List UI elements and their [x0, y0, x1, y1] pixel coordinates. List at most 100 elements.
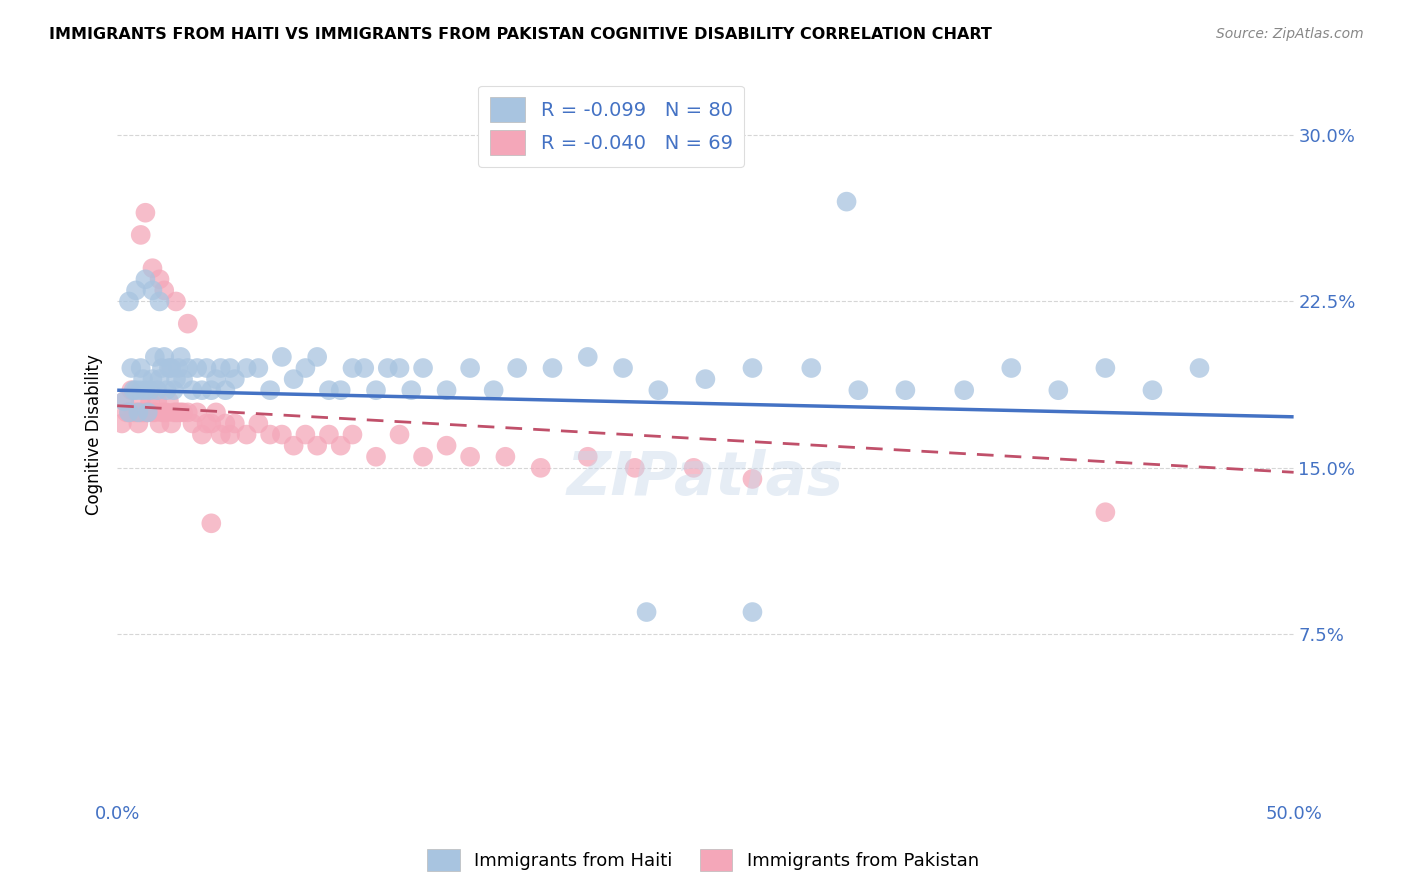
Point [541, 361, 564, 376]
Point [1094, 505, 1116, 519]
Point [200, 417, 222, 431]
Point [894, 383, 917, 397]
Point [153, 405, 176, 419]
Point [157, 361, 180, 376]
Point [224, 417, 246, 431]
Point [127, 417, 149, 431]
Point [181, 383, 204, 397]
Point [132, 372, 155, 386]
Point [235, 427, 257, 442]
Point [624, 460, 647, 475]
Point [247, 417, 270, 431]
Point [146, 383, 169, 397]
Point [283, 439, 305, 453]
Point [163, 405, 186, 419]
Point [695, 372, 717, 386]
Point [388, 427, 411, 442]
Text: IMMIGRANTS FROM HAITI VS IMMIGRANTS FROM PAKISTAN COGNITIVE DISABILITY CORRELATI: IMMIGRANTS FROM HAITI VS IMMIGRANTS FROM… [49, 27, 993, 42]
Point [125, 405, 148, 419]
Point [148, 272, 170, 286]
Point [181, 417, 204, 431]
Point [294, 361, 316, 376]
Point [118, 405, 141, 419]
Point [146, 394, 169, 409]
Point [353, 361, 375, 376]
Point [482, 383, 505, 397]
Point [412, 450, 434, 464]
Point [388, 361, 411, 376]
Point [846, 383, 869, 397]
Point [143, 405, 166, 419]
Point [129, 405, 152, 419]
Point [576, 450, 599, 464]
Text: ZIPatlas: ZIPatlas [567, 449, 844, 508]
Point [165, 372, 187, 386]
Point [129, 383, 152, 397]
Point [224, 372, 246, 386]
Point [122, 383, 145, 397]
Point [153, 284, 176, 298]
Point [125, 383, 148, 397]
Point [118, 294, 141, 309]
Point [364, 450, 387, 464]
Point [494, 450, 516, 464]
Point [141, 261, 163, 276]
Point [134, 383, 156, 397]
Point [219, 361, 242, 376]
Point [506, 361, 529, 376]
Point [118, 405, 141, 419]
Point [259, 383, 281, 397]
Point [112, 394, 135, 409]
Point [219, 427, 242, 442]
Point [136, 405, 159, 419]
Point [195, 417, 218, 431]
Point [235, 361, 257, 376]
Point [120, 383, 142, 397]
Point [953, 383, 976, 397]
Point [186, 405, 208, 419]
Point [155, 405, 177, 419]
Point [294, 427, 316, 442]
Point [115, 405, 138, 419]
Point [318, 427, 340, 442]
Point [401, 383, 423, 397]
Point [307, 350, 329, 364]
Point [307, 439, 329, 453]
Point [800, 361, 823, 376]
Point [148, 417, 170, 431]
Point [111, 417, 134, 431]
Point [129, 361, 152, 376]
Point [165, 294, 187, 309]
Point [122, 405, 145, 419]
Point [170, 350, 193, 364]
Point [200, 383, 222, 397]
Point [259, 427, 281, 442]
Point [134, 405, 156, 419]
Point [129, 227, 152, 242]
Point [177, 361, 200, 376]
Point [270, 350, 292, 364]
Point [134, 272, 156, 286]
Point [342, 361, 364, 376]
Point [458, 361, 481, 376]
Point [129, 394, 152, 409]
Point [134, 205, 156, 219]
Point [283, 372, 305, 386]
Point [636, 605, 658, 619]
Point [647, 383, 669, 397]
Point [436, 383, 458, 397]
Point [167, 405, 190, 419]
Point [141, 372, 163, 386]
Point [741, 361, 763, 376]
Point [139, 394, 162, 409]
Legend: R = -0.099   N = 80, R = -0.040   N = 69: R = -0.099 N = 80, R = -0.040 N = 69 [478, 86, 744, 167]
Point [148, 372, 170, 386]
Point [132, 405, 155, 419]
Point [412, 361, 434, 376]
Point [170, 405, 193, 419]
Point [247, 361, 270, 376]
Point [195, 361, 218, 376]
Point [160, 361, 183, 376]
Point [364, 383, 387, 397]
Point [1047, 383, 1070, 397]
